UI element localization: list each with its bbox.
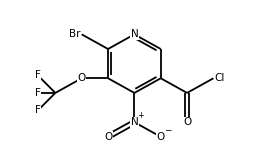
Text: Br: Br [69, 29, 80, 39]
Text: +: + [137, 111, 144, 120]
Text: Cl: Cl [214, 73, 225, 83]
Text: O: O [77, 73, 86, 83]
Text: O: O [104, 132, 112, 142]
Text: N: N [131, 29, 138, 39]
Text: F: F [35, 106, 41, 115]
Text: N: N [131, 117, 138, 127]
Text: O: O [183, 117, 191, 127]
Text: F: F [35, 88, 41, 98]
Text: F: F [35, 70, 41, 80]
Text: −: − [164, 125, 171, 134]
Text: O: O [157, 132, 165, 142]
